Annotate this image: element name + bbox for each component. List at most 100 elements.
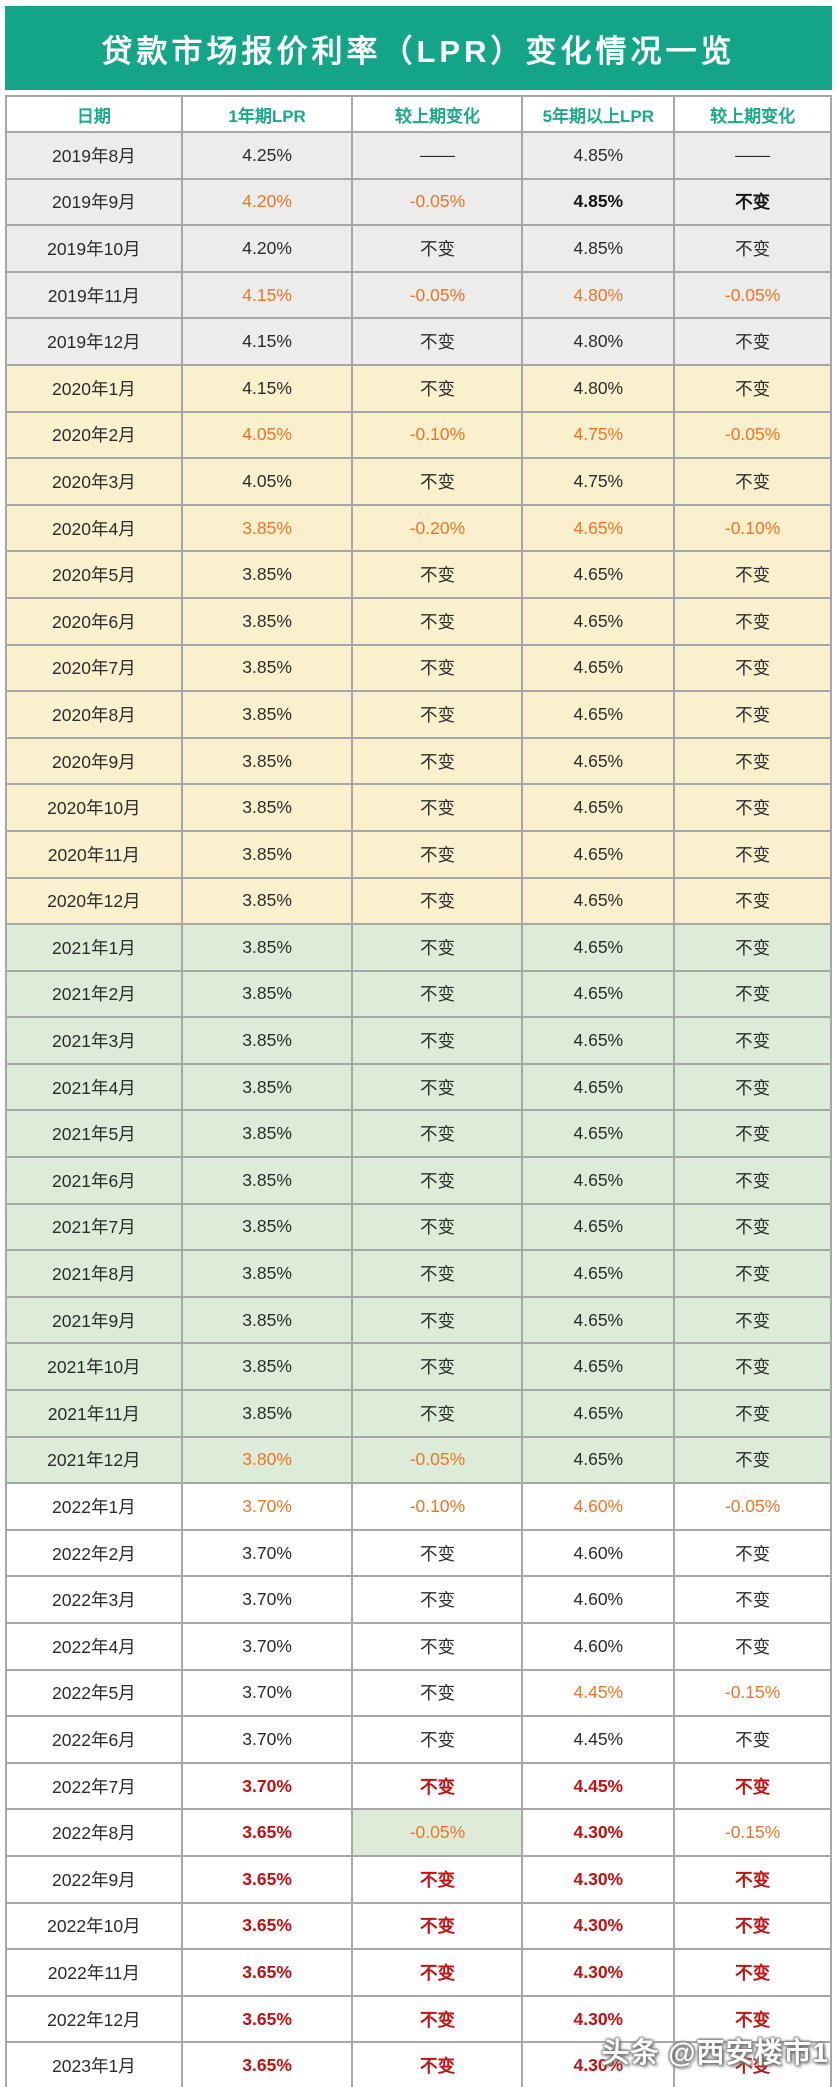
value-cell: 3.65% (180, 1901, 354, 1951)
value-cell: 不变 (673, 876, 832, 926)
date-cell: 2020年3月 (5, 457, 183, 506)
value-cell: 不变 (351, 1528, 524, 1578)
table-row: 2020年3月 4.05% 不变 4.75% 不变 (5, 457, 832, 506)
value-cell: 不变 (673, 550, 832, 599)
value-cell: 不变 (673, 1901, 832, 1951)
value-cell: 不变 (673, 1156, 832, 1205)
date-cell: 2021年3月 (5, 1016, 183, 1065)
value-cell: 不变 (351, 596, 524, 646)
column-header: 较上期变化 (351, 95, 524, 133)
column-header: 1年期LPR (180, 95, 354, 133)
value-cell: 4.25% (180, 131, 354, 180)
value-cell: 不变 (673, 1761, 832, 1811)
value-cell: 不变 (673, 1109, 832, 1159)
date-cell: 2023年1月 (5, 2041, 183, 2087)
value-cell: 4.65% (521, 1109, 676, 1159)
value-cell: -0.20% (351, 503, 524, 553)
table-row: 2020年9月 3.85% 不变 4.65% 不变 (5, 736, 832, 786)
value-cell: 不变 (673, 177, 832, 227)
value-cell: 4.65% (521, 1016, 676, 1065)
date-cell: 2019年10月 (5, 224, 183, 273)
column-header: 日期 (5, 95, 183, 133)
table-row: 2020年7月 3.85% 不变 4.65% 不变 (5, 643, 832, 693)
value-cell: 3.70% (180, 1761, 354, 1811)
table-row: 2022年11月 3.65% 不变 4.30% 不变 (5, 1948, 832, 1997)
value-cell: 3.65% (180, 1948, 354, 1997)
value-cell: 4.30% (521, 1901, 676, 1951)
table-row: 2020年1月 4.15% 不变 4.80% 不变 (5, 363, 832, 413)
value-cell: 不变 (673, 596, 832, 646)
date-cell: 2022年10月 (5, 1901, 183, 1951)
date-cell: 2021年1月 (5, 923, 183, 972)
value-cell: 不变 (673, 2041, 832, 2087)
value-cell: 4.65% (521, 1156, 676, 1205)
value-cell: -0.05% (351, 270, 524, 320)
value-cell: 不变 (673, 1715, 832, 1764)
value-cell: —— (673, 131, 832, 180)
value-cell: 3.85% (180, 1295, 354, 1345)
value-cell: 不变 (351, 1901, 524, 1951)
date-cell: 2020年5月 (5, 550, 183, 599)
table-row: 2021年9月 3.85% 不变 4.65% 不变 (5, 1295, 832, 1345)
page-title: 贷款市场报价利率（LPR）变化情况一览 (5, 6, 832, 90)
date-cell: 2022年4月 (5, 1622, 183, 1671)
table-row: 2023年1月 3.65% 不变 4.30% 不变 (5, 2041, 832, 2087)
table-row: 2021年10月 3.85% 不变 4.65% 不变 (5, 1342, 832, 1392)
value-cell: 不变 (351, 1016, 524, 1065)
value-cell: 3.80% (180, 1435, 354, 1485)
value-cell: 3.85% (180, 643, 354, 693)
value-cell: 不变 (351, 1062, 524, 1112)
date-cell: 2022年2月 (5, 1528, 183, 1578)
value-cell: 4.15% (180, 270, 354, 320)
table-row: 2021年5月 3.85% 不变 4.65% 不变 (5, 1109, 832, 1159)
date-cell: 2019年12月 (5, 317, 183, 366)
value-cell: —— (351, 131, 524, 180)
date-cell: 2019年9月 (5, 177, 183, 227)
value-cell: 3.65% (180, 1854, 354, 1904)
value-cell: -0.15% (673, 1668, 832, 1718)
value-cell: -0.05% (351, 177, 524, 227)
table-row: 2019年10月 4.20% 不变 4.85% 不变 (5, 224, 832, 273)
date-cell: 2022年7月 (5, 1761, 183, 1811)
value-cell: 不变 (351, 690, 524, 739)
value-cell: 4.65% (521, 876, 676, 926)
value-cell: -0.05% (673, 270, 832, 320)
value-cell: 3.85% (180, 1249, 354, 1298)
value-cell: -0.05% (351, 1435, 524, 1485)
value-cell: 4.65% (521, 503, 676, 553)
value-cell: 3.85% (180, 736, 354, 786)
table-row: 2020年5月 3.85% 不变 4.65% 不变 (5, 550, 832, 599)
value-cell: 4.30% (521, 1994, 676, 2044)
table-row: 2021年6月 3.85% 不变 4.65% 不变 (5, 1156, 832, 1205)
value-cell: 4.20% (180, 177, 354, 227)
table-row: 2021年11月 3.85% 不变 4.65% 不变 (5, 1389, 832, 1438)
value-cell: 不变 (351, 1389, 524, 1438)
date-cell: 2021年5月 (5, 1109, 183, 1159)
date-cell: 2019年8月 (5, 131, 183, 180)
date-cell: 2020年7月 (5, 643, 183, 693)
value-cell: 不变 (673, 690, 832, 739)
value-cell: 4.75% (521, 457, 676, 506)
table-row: 2020年11月 3.85% 不变 4.65% 不变 (5, 829, 832, 879)
value-cell: 4.30% (521, 1948, 676, 1997)
value-cell: 3.85% (180, 1109, 354, 1159)
value-cell: 4.85% (521, 224, 676, 273)
value-cell: 3.65% (180, 1994, 354, 2044)
value-cell: 4.85% (521, 131, 676, 180)
value-cell: 3.85% (180, 969, 354, 1019)
value-cell: 不变 (351, 363, 524, 413)
value-cell: 3.70% (180, 1528, 354, 1578)
date-cell: 2022年1月 (5, 1482, 183, 1531)
value-cell: 4.65% (521, 1249, 676, 1298)
value-cell: 不变 (673, 1575, 832, 1624)
date-cell: 2020年1月 (5, 363, 183, 413)
value-cell: 4.65% (521, 643, 676, 693)
table-row: 2019年11月 4.15% -0.05% 4.80% -0.05% (5, 270, 832, 320)
value-cell: 不变 (673, 829, 832, 879)
value-cell: 不变 (673, 1389, 832, 1438)
value-cell: 不变 (673, 1342, 832, 1392)
value-cell: 不变 (673, 1202, 832, 1252)
value-cell: 3.85% (180, 690, 354, 739)
date-cell: 2021年10月 (5, 1342, 183, 1392)
table-row: 2022年8月 3.65% -0.05% 4.30% -0.15% (5, 1808, 832, 1857)
